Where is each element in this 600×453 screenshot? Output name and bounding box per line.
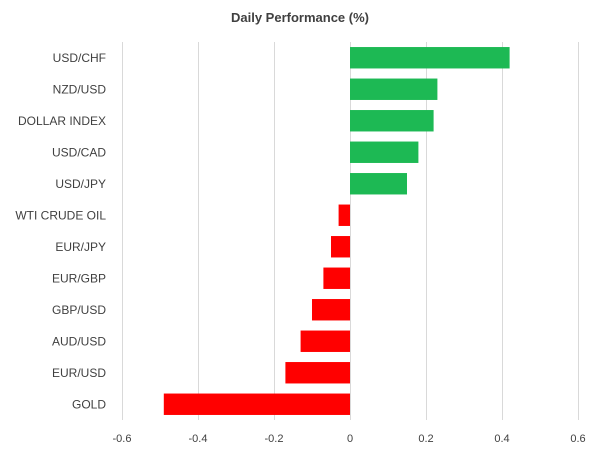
category-label: USD/CAD (52, 145, 106, 159)
category-labels: USD/CHF NZD/USD DOLLAR INDEX USD/CAD USD/JPY… (15, 51, 106, 412)
category-label: WTI CRUDE OIL (15, 208, 106, 222)
x-tick-label: -0.2 (265, 433, 284, 445)
bar (312, 299, 350, 321)
bar (350, 47, 510, 69)
x-tick-label: 0.2 (418, 433, 433, 445)
x-tick-label: 0.6 (570, 433, 585, 445)
bar (350, 78, 438, 100)
bar (323, 267, 350, 289)
bars (163, 47, 510, 415)
x-tick-label: 0 (347, 433, 353, 445)
category-label: USD/JPY (55, 177, 106, 191)
category-label: DOLLAR INDEX (18, 114, 106, 128)
category-label: GOLD (72, 397, 106, 411)
bar (350, 110, 434, 132)
category-label: NZD/USD (53, 82, 107, 96)
x-tick-label: -0.6 (113, 433, 132, 445)
category-label: USD/CHF (53, 51, 106, 65)
category-label: GBP/USD (52, 303, 106, 317)
category-label: EUR/GBP (52, 271, 106, 285)
category-label: EUR/USD (52, 366, 106, 380)
bar (163, 393, 350, 415)
bar (350, 173, 407, 195)
bar (331, 236, 350, 258)
bar (300, 330, 350, 352)
x-tick-label: -0.4 (189, 433, 208, 445)
bar (350, 141, 419, 163)
x-axis-tick-labels: -0.6 -0.4 -0.2 0 0.2 0.4 0.6 (113, 433, 586, 445)
category-label: EUR/JPY (55, 240, 106, 254)
x-tick-label: 0.4 (494, 433, 509, 445)
category-label: AUD/USD (52, 334, 106, 348)
bar (285, 362, 350, 384)
chart-title: Daily Performance (%) (231, 10, 369, 25)
gridlines (122, 42, 579, 420)
bar (338, 204, 350, 226)
